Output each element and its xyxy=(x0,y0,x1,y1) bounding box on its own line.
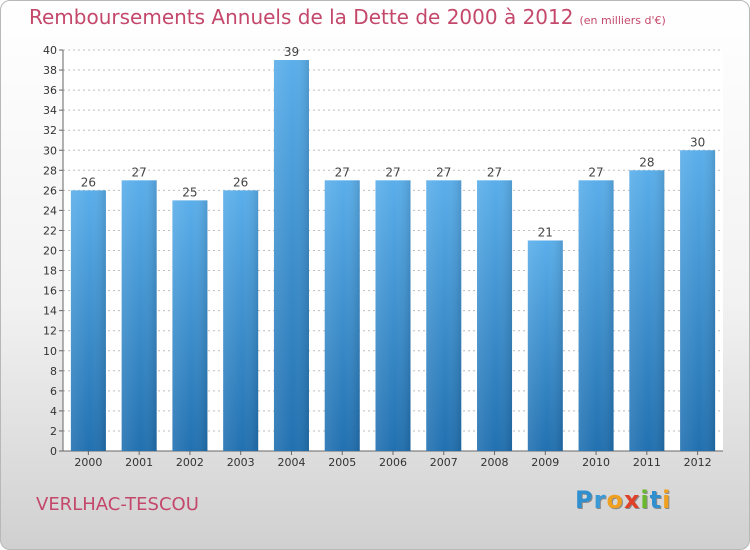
x-tick-label: 2012 xyxy=(684,456,712,469)
value-label: 39 xyxy=(284,45,299,59)
bar-shade xyxy=(375,180,411,451)
y-tick-label: 14 xyxy=(43,305,57,318)
chart-title: Remboursements Annuels de la Dette de 20… xyxy=(29,5,666,29)
y-tick-label: 16 xyxy=(43,285,57,298)
y-tick-label: 22 xyxy=(43,224,57,237)
logo-letter: P xyxy=(575,486,594,514)
x-tick-label: 2002 xyxy=(176,456,204,469)
proxiti-logo: Proxiti xyxy=(575,486,671,514)
bar-shade xyxy=(629,170,665,452)
value-label: 28 xyxy=(639,155,654,169)
value-label: 26 xyxy=(233,175,248,189)
value-label: 27 xyxy=(487,165,502,179)
y-tick-label: 32 xyxy=(43,124,57,137)
logo-letter: r xyxy=(593,486,607,514)
y-tick-label: 4 xyxy=(50,405,57,418)
chart-title-unit: (en milliers d'€) xyxy=(579,14,666,27)
commune-name: VERLHAC-TESCOU xyxy=(36,494,199,515)
value-label: 27 xyxy=(385,165,400,179)
bar-shade xyxy=(426,180,462,451)
y-tick-label: 2 xyxy=(50,425,57,438)
y-tick-label: 40 xyxy=(43,44,57,57)
bar-shade xyxy=(527,240,563,451)
logo-letter: t xyxy=(649,486,663,514)
y-tick-label: 26 xyxy=(43,184,57,197)
y-tick-label: 36 xyxy=(43,84,57,97)
value-label: 27 xyxy=(436,165,451,179)
y-tick-label: 8 xyxy=(50,365,57,378)
y-tick-label: 34 xyxy=(43,104,57,117)
chart-title-main: Remboursements Annuels de la Dette de 20… xyxy=(29,5,574,29)
x-tick-label: 2005 xyxy=(328,456,356,469)
logo-letter: i xyxy=(662,486,672,514)
bar-shade xyxy=(223,190,259,451)
value-label: 27 xyxy=(588,165,603,179)
y-tick-label: 38 xyxy=(43,64,57,77)
x-tick-label: 2000 xyxy=(74,456,102,469)
bar-shade xyxy=(578,180,614,451)
bar-shade xyxy=(477,180,513,451)
bar-shade xyxy=(680,150,716,451)
value-label: 30 xyxy=(690,135,705,149)
x-tick-label: 2003 xyxy=(227,456,255,469)
value-labels: 26 27 25 26 39 27 27 27 27 21 27 28 30 xyxy=(81,45,706,239)
value-label: 27 xyxy=(335,165,350,179)
y-tick-label: 0 xyxy=(50,445,57,458)
y-tick-label: 28 xyxy=(43,164,57,177)
y-tick-label: 20 xyxy=(43,245,57,258)
y-tick-label: 18 xyxy=(43,265,57,278)
x-tick-label: 2007 xyxy=(430,456,458,469)
y-tick-label: 24 xyxy=(43,204,57,217)
x-tick-label: 2011 xyxy=(633,456,661,469)
x-tick-label: 2004 xyxy=(277,456,305,469)
logo-letter: x xyxy=(623,486,641,514)
x-tick-label: 2009 xyxy=(531,456,559,469)
value-label: 21 xyxy=(538,225,553,239)
y-tick-label: 6 xyxy=(50,385,57,398)
x-tick-label: 2008 xyxy=(481,456,509,469)
bars xyxy=(70,60,716,452)
bar-shade xyxy=(70,190,106,451)
bar-shade xyxy=(273,60,309,452)
y-tick-label: 12 xyxy=(43,325,57,338)
value-label: 27 xyxy=(132,165,147,179)
x-tick-label: 2006 xyxy=(379,456,407,469)
bar-shade xyxy=(121,180,157,451)
bar-shade xyxy=(172,200,208,451)
y-tick-label: 10 xyxy=(43,345,57,358)
x-tick-label: 2001 xyxy=(125,456,153,469)
logo-letter: i xyxy=(640,486,650,514)
value-label: 26 xyxy=(81,175,96,189)
x-tick-label: 2010 xyxy=(582,456,610,469)
logo-letter: o xyxy=(606,486,624,514)
bar-shade xyxy=(324,180,360,451)
value-label: 25 xyxy=(182,185,197,199)
y-tick-label: 30 xyxy=(43,144,57,157)
